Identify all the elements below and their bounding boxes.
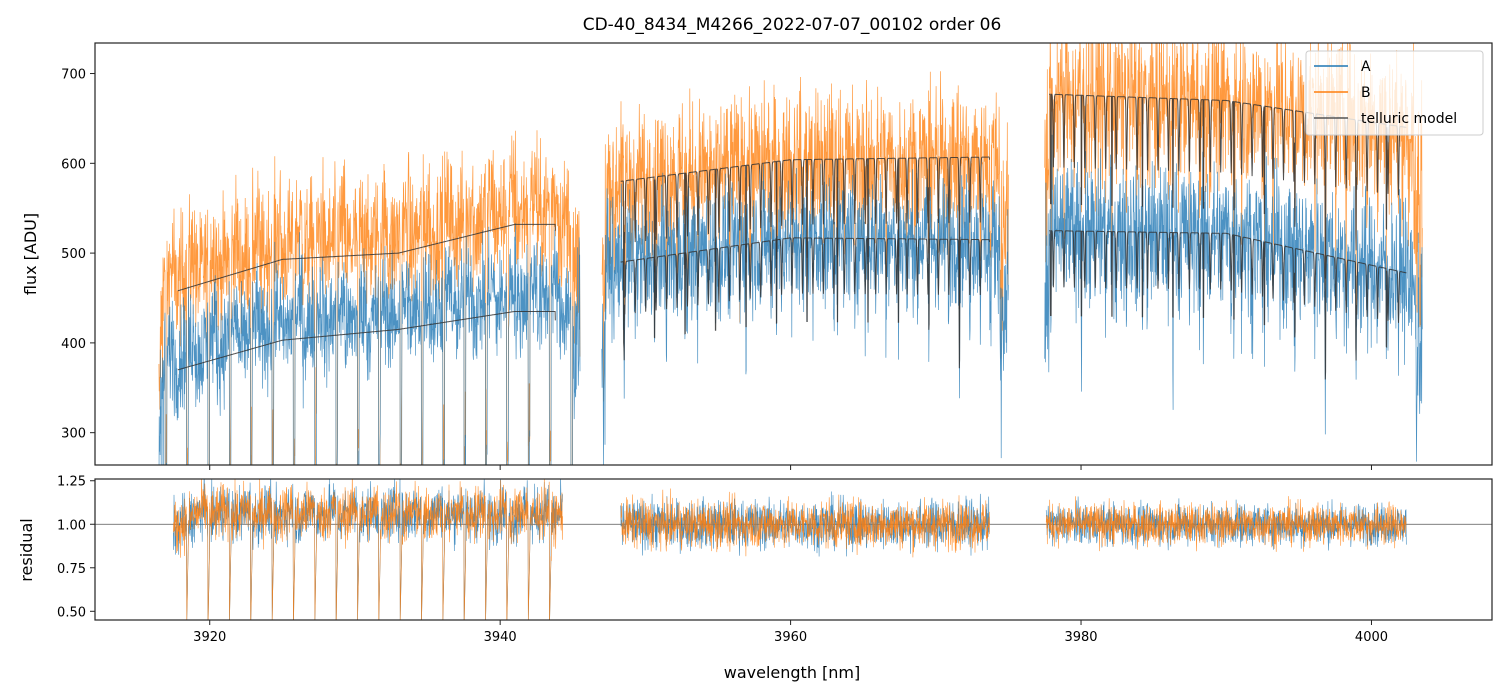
telluric-model-b-segment-3 <box>1049 93 1407 279</box>
series-a-segment-1 <box>158 223 581 465</box>
flux-y-tick-label: 300 <box>61 427 86 442</box>
residual-b-segment-3 <box>1045 496 1407 552</box>
flux-y-tick-label: 400 <box>61 337 86 352</box>
residual-y-tick-label: 1.00 <box>57 518 86 533</box>
legend-label-b: B <box>1361 85 1371 101</box>
axis-ticks: 3920 3940 3960 3980 4000 300 400 500 600 700 0.50 0… <box>57 68 1388 645</box>
series-a-segment-3 <box>1044 134 1423 462</box>
x-tick-label: 3920 <box>193 630 226 645</box>
x-tick-label: 3960 <box>774 630 807 645</box>
x-tick-label: 4000 <box>1355 630 1388 645</box>
flux-y-tick-label: 500 <box>61 247 86 262</box>
legend-label-telluric: telluric model <box>1361 111 1457 127</box>
residual-plot-area <box>95 479 1492 620</box>
residual-a-segment-2 <box>620 491 990 557</box>
legend: A B telluric model <box>1305 50 1484 136</box>
telluric-model-b-segment-1 <box>177 223 556 292</box>
x-tick-label: 3980 <box>1064 630 1097 645</box>
flux-plot-area <box>158 43 1423 465</box>
telluric-model-a-segment-1 <box>177 311 556 371</box>
x-axis-label: wavelength [nm] <box>724 663 861 682</box>
series-a-segment-2 <box>601 163 1009 465</box>
series-b-segment-1 <box>158 130 581 465</box>
residual-a-segment-1 <box>173 479 563 620</box>
telluric-model-a-segment-2 <box>620 237 990 369</box>
telluric-model-a-segment-3 <box>1049 230 1407 380</box>
chart-title: CD-40_8434_M4266_2022-07-07_00102 order … <box>583 15 1002 35</box>
flux-y-label: flux [ADU] <box>21 213 40 295</box>
legend-box <box>1305 50 1484 136</box>
flux-y-tick-label: 600 <box>61 157 86 172</box>
residual-y-tick-label: 0.75 <box>57 562 86 577</box>
telluric-model-b-segment-2 <box>620 156 990 310</box>
flux-axes-frame <box>94 42 1493 466</box>
residual-b-segment-1 <box>173 479 563 620</box>
flux-y-tick-label: 700 <box>61 68 86 83</box>
legend-label-a: A <box>1361 59 1371 75</box>
residual-y-tick-label: 1.25 <box>57 475 86 490</box>
residual-axes-frame <box>94 478 1493 621</box>
x-tick-label: 3940 <box>484 630 517 645</box>
residual-y-label: residual <box>17 518 36 581</box>
series-b-segment-2 <box>601 71 1009 402</box>
residual-b-segment-2 <box>620 488 990 558</box>
residual-y-tick-label: 0.50 <box>57 605 86 620</box>
